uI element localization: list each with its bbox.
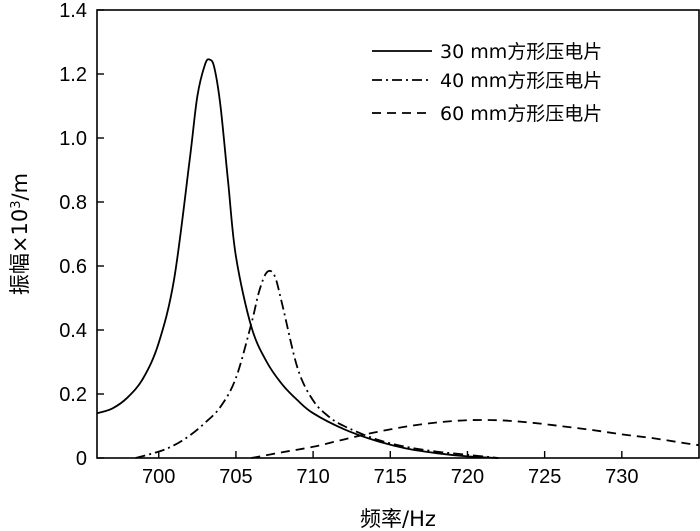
y-tick-label: 1.0 xyxy=(59,128,87,150)
y-tick-label: 0.4 xyxy=(59,320,87,342)
legend-label-30mm: 30 mm方形压电片 xyxy=(440,41,602,63)
series-60mm-line xyxy=(251,419,700,459)
axis-ticks: 700 705 710 715 720 725 730 0 0.2 0.4 0.6 0.8 1.0 1.2… xyxy=(59,0,638,488)
plot-frame xyxy=(96,9,700,459)
plot-series xyxy=(96,58,700,459)
legend: 30 mm方形压电片 40 mm方形压电片 60 mm方形压电片 xyxy=(372,41,602,125)
x-tick-label: 705 xyxy=(219,466,252,488)
series-40mm-line xyxy=(135,269,499,459)
y-tick-label: 0.6 xyxy=(59,256,87,278)
x-tick-label: 720 xyxy=(451,466,484,488)
y-axis-title-superscript: 3 xyxy=(9,200,24,208)
legend-label-40mm: 40 mm方形压电片 xyxy=(440,70,602,92)
series-30mm-line xyxy=(96,58,499,459)
x-axis-title: 频率/Hz xyxy=(360,507,436,531)
y-tick-label: 0.8 xyxy=(59,192,87,214)
y-tick-label: 1.4 xyxy=(59,0,87,22)
y-axis-title-main: 振幅×10 xyxy=(8,209,32,295)
y-tick-label: 0 xyxy=(76,448,87,470)
x-tick-label: 710 xyxy=(296,466,329,488)
y-axis-title-unit: /m xyxy=(8,173,32,201)
x-tick-label: 700 xyxy=(142,466,175,488)
y-tick-label: 0.2 xyxy=(59,384,87,406)
x-tick-label: 715 xyxy=(374,466,407,488)
x-tick-label: 725 xyxy=(528,466,561,488)
y-axis-title: 振幅×103/m xyxy=(8,173,32,295)
x-tick-label: 730 xyxy=(605,466,638,488)
y-tick-label: 1.2 xyxy=(59,64,87,86)
legend-label-60mm: 60 mm方形压电片 xyxy=(440,103,602,125)
